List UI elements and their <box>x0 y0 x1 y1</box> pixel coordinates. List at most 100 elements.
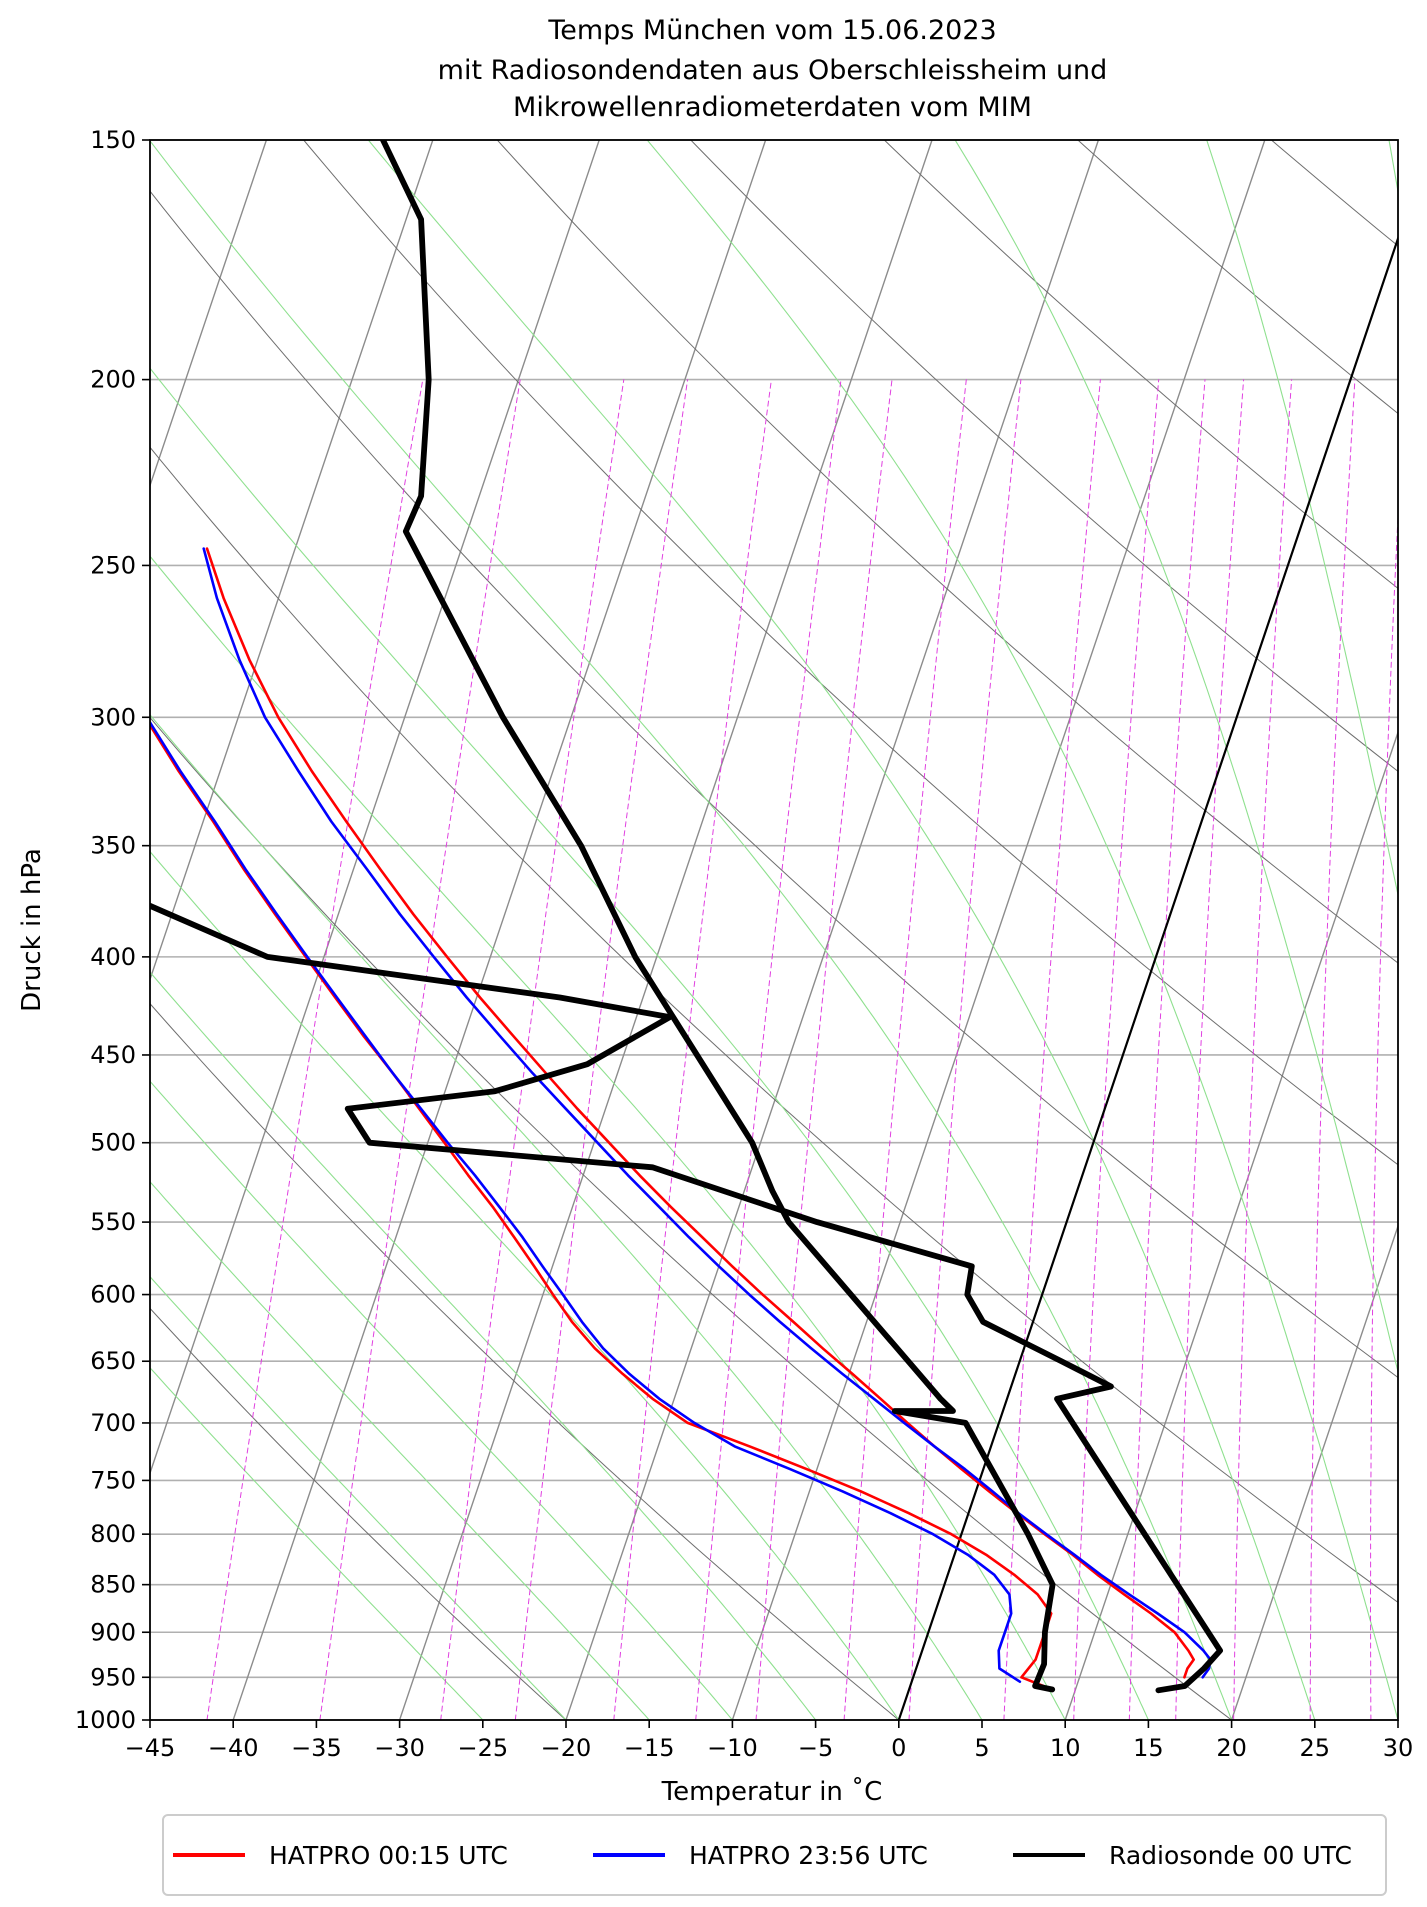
legend-label-radiosonde: Radiosonde 00 UTC <box>1109 1840 1352 1870</box>
x-tick-label: 10 <box>1050 1734 1081 1762</box>
y-tick-label: 550 <box>90 1208 136 1236</box>
mixing-ratio-line <box>206 379 424 1720</box>
y-tick-label: 350 <box>90 832 136 860</box>
isotherm-line <box>1397 1717 1398 1720</box>
legend-label-hatpro-0015: HATPRO 00:15 UTC <box>269 1840 508 1870</box>
series-line-2-0 <box>380 140 1056 1693</box>
moist-adiabat-line <box>150 1180 650 1720</box>
isotherm-line <box>1230 1223 1398 1720</box>
mixing-ratio-line <box>1175 379 1245 1720</box>
y-tick-label: 950 <box>90 1663 136 1691</box>
legend-label-hatpro-2356: HATPRO 23:56 UTC <box>689 1840 928 1870</box>
y-tick-label: 500 <box>90 1129 136 1157</box>
mixing-ratio-line <box>755 379 893 1720</box>
x-tick-label: 15 <box>1133 1734 1164 1762</box>
y-tick-label: 600 <box>90 1281 136 1309</box>
mixing-ratio-line <box>843 379 967 1720</box>
moist-adiabat-line <box>150 367 1149 1720</box>
mixing-ratio-line <box>1370 507 1398 1720</box>
x-tick-label: −20 <box>541 1734 592 1762</box>
chart-title-line-3: Mikrowellenradiometerdaten vom MIM <box>513 92 1032 123</box>
moist-adiabat-line <box>150 140 1233 1720</box>
chart-title-line-1: Temps München vom 15.06.2023 <box>548 15 997 46</box>
x-tick-label: 5 <box>974 1734 989 1762</box>
dry-adiabat-line <box>1077 140 1398 415</box>
y-tick-label: 700 <box>90 1409 136 1437</box>
isotherm-line <box>731 140 1266 1720</box>
mixing-ratio-line <box>695 379 842 1720</box>
dry-adiabat-line <box>150 716 1233 1720</box>
y-tick-label: 250 <box>90 551 136 579</box>
moist-adiabat-line <box>150 1080 733 1720</box>
y-tick-label: 400 <box>90 943 136 971</box>
x-tick-label: 20 <box>1216 1734 1247 1762</box>
y-tick-label: 850 <box>90 1571 136 1599</box>
y-tick-label: 1000 <box>75 1706 136 1734</box>
chart-title-line-2: mit Radiosondendaten aus Oberschleisshei… <box>437 55 1108 86</box>
dry-adiabat-line <box>690 140 1398 772</box>
legend-swatch-hatpro-0015 <box>173 1853 245 1857</box>
mixing-ratio-line <box>319 379 521 1720</box>
mixing-ratio-line <box>514 379 689 1720</box>
moist-adiabat-line <box>150 1275 567 1720</box>
moist-adiabat-line <box>1388 140 1398 195</box>
x-tick-label: −45 <box>125 1734 176 1762</box>
legend-swatch-hatpro-2356 <box>593 1853 665 1857</box>
dry-adiabat-line <box>150 1307 567 1720</box>
dry-adiabat-line <box>150 190 1398 1379</box>
moist-adiabat-line <box>150 713 983 1720</box>
moist-adiabat-line <box>150 555 1066 1720</box>
legend-swatch-radiosonde <box>1013 1853 1085 1857</box>
x-tick-label: 25 <box>1300 1734 1331 1762</box>
dry-adiabat-line <box>302 140 1398 1166</box>
x-tick-label: −15 <box>624 1734 675 1762</box>
y-tick-label: 200 <box>90 366 136 394</box>
mixing-ratio-line <box>1128 379 1206 1720</box>
isotherm-line <box>150 140 268 488</box>
x-tick-label: −5 <box>798 1734 833 1762</box>
x-tick-label: 30 <box>1383 1734 1414 1762</box>
series-line-2-1 <box>150 902 1223 1694</box>
isotherm-line <box>150 140 600 1476</box>
mixing-ratio-line <box>1420 380 1427 1720</box>
dry-adiabat-line <box>150 446 1398 1603</box>
legend: HATPRO 00:15 UTC HATPRO 23:56 UTC Radios… <box>162 1814 1387 1896</box>
y-tick-label: 300 <box>90 703 136 731</box>
dry-adiabat-line <box>496 140 1398 964</box>
x-tick-label: −10 <box>707 1734 758 1762</box>
y-tick-label: 450 <box>90 1041 136 1069</box>
dry-adiabat-line <box>883 140 1398 590</box>
isotherm-line <box>565 140 1100 1720</box>
moist-adiabat-line <box>954 140 1398 1375</box>
y-tick-label: 150 <box>90 126 136 154</box>
x-tick-label: 0 <box>891 1734 906 1762</box>
x-tick-label: −25 <box>457 1734 508 1762</box>
isotherm-line <box>898 236 1398 1720</box>
isotherm-line <box>398 140 933 1720</box>
x-tick-label: −30 <box>374 1734 425 1762</box>
series-line-1-1 <box>202 547 1212 1679</box>
mixing-ratio-line <box>1309 379 1356 1720</box>
y-tick-label: 800 <box>90 1520 136 1548</box>
x-tick-label: −35 <box>291 1734 342 1762</box>
dry-adiabat-line <box>1395 83 1427 1761</box>
plot-frame <box>149 139 1399 1721</box>
moist-adiabat-line <box>1206 140 1398 898</box>
y-tick-label: 900 <box>90 1618 136 1646</box>
zero-degree-isotherm <box>897 235 1398 1720</box>
isotherm-line <box>232 140 767 1720</box>
x-axis-label: Temperatur in ˚C <box>661 1777 883 1807</box>
series-line-0-1 <box>205 547 1195 1679</box>
isotherm-line <box>1064 730 1398 1720</box>
moist-adiabat-line <box>646 140 1398 1720</box>
mixing-ratio-line <box>1233 379 1293 1720</box>
mixing-ratio-line <box>908 379 1022 1720</box>
y-tick-label: 650 <box>90 1347 136 1375</box>
mixing-ratio-line <box>440 379 625 1720</box>
legend-item-hatpro-2356: HATPRO 23:56 UTC <box>593 1816 928 1894</box>
x-tick-label: −40 <box>208 1734 259 1762</box>
mixing-ratio-line <box>613 379 772 1720</box>
moist-adiabat-line <box>150 850 900 1720</box>
